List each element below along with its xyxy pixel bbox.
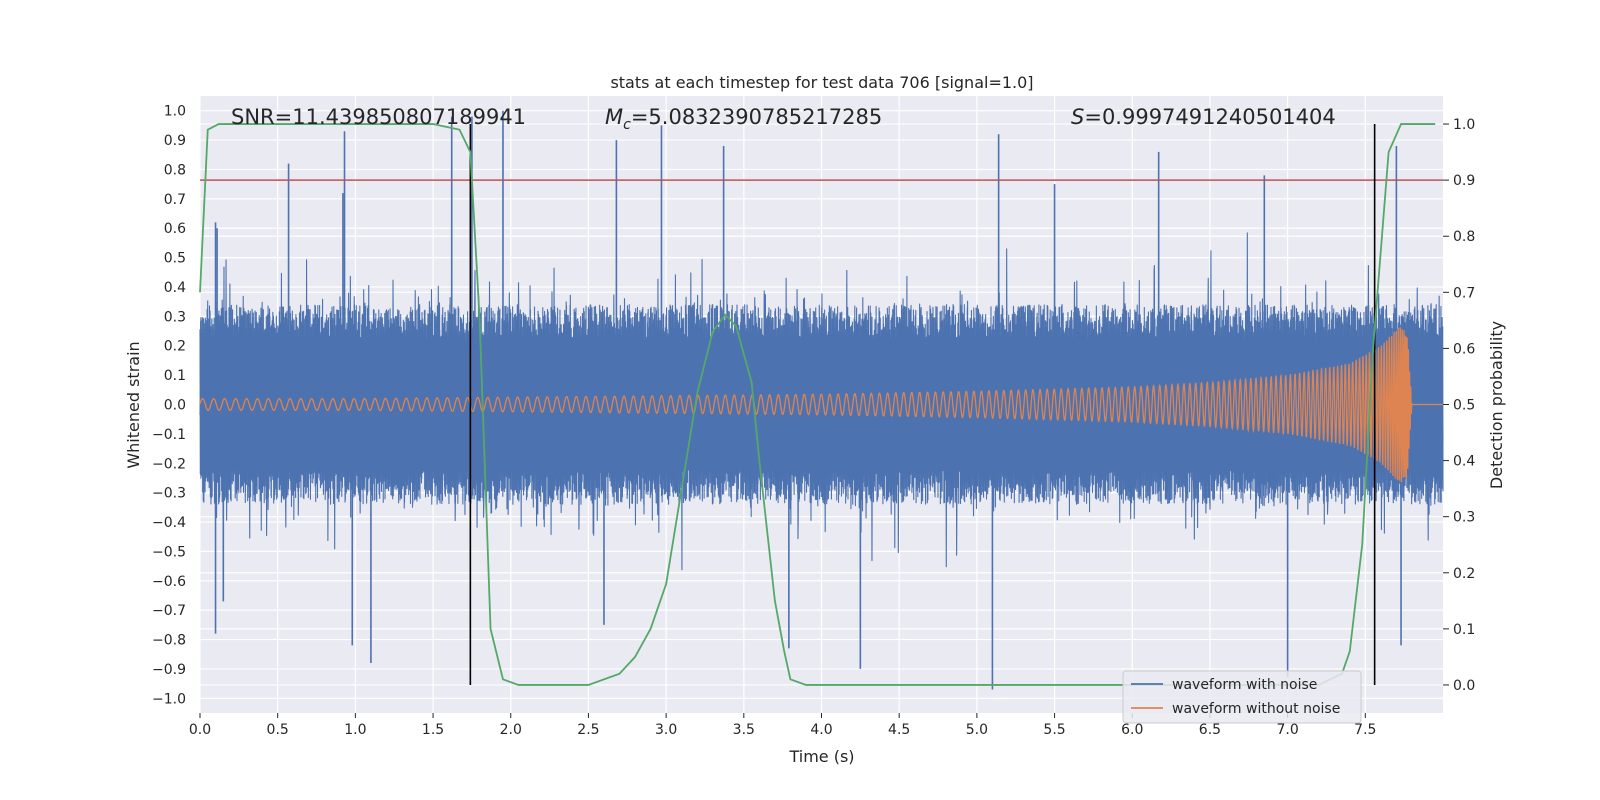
legend-box [1122, 670, 1362, 724]
y-tick-label-20: −1.0 [152, 691, 186, 707]
axis-layer: 0.0 0.5 1.0 1.5 2.0 2.5 3.0 3.5 4.0 4.5 5.0 5.5 6.0 6… [152, 104, 1475, 738]
y-tick-label-6: 0.4 [164, 280, 186, 296]
y2-axis-label: Detection probability [1487, 321, 1506, 489]
x-tick-label-4: 2.0 [500, 722, 522, 738]
x-axis-label: Time (s) [788, 747, 854, 766]
y-tick-label-17: −0.7 [152, 603, 186, 619]
clean-waveform-line [199, 327, 1443, 483]
y2-tick-label-0: 1.0 [1453, 117, 1475, 133]
x-tick-label-15: 7.5 [1354, 722, 1376, 738]
y-axis-label: Whitened strain [124, 341, 143, 468]
y2-tick-label-6: 0.4 [1453, 454, 1475, 470]
y-tick-label-0: 1.0 [164, 104, 186, 120]
y-tick-label-13: −0.3 [152, 486, 186, 502]
y-tick-label-18: −0.8 [152, 633, 186, 649]
y-tick-label-8: 0.2 [164, 339, 186, 355]
y-tick-label-12: −0.2 [152, 456, 186, 472]
x-tick-label-0: 0.0 [189, 722, 211, 738]
probability-line [199, 123, 1436, 686]
y2-tick-label-1: 0.9 [1453, 173, 1475, 189]
x-tick-label-7: 3.5 [733, 722, 755, 738]
y-tick-label-9: 0.1 [164, 368, 186, 384]
chirp-mass-symbol: M [605, 105, 623, 129]
chart-title: stats at each timestep for test data 706… [610, 73, 1033, 92]
legend-label-noise: waveform with noise [1172, 677, 1317, 693]
noise-waveform-line [199, 232, 1444, 571]
x-tick-label-6: 3.0 [655, 722, 677, 738]
x-tick-label-12: 6.0 [1121, 722, 1143, 738]
clean-waveform-layer [199, 327, 1443, 483]
legend: waveform with noise waveform without noi… [1122, 670, 1362, 724]
y-tick-label-2: 0.8 [164, 162, 186, 178]
y2-tick-label-4: 0.6 [1453, 341, 1475, 357]
x-tick-label-3: 1.5 [422, 722, 444, 738]
x-tick-label-5: 2.5 [577, 722, 599, 738]
x-tick-label-8: 4.0 [810, 722, 832, 738]
x-tick-label-14: 7.0 [1276, 722, 1298, 738]
y-tick-label-14: −0.4 [152, 515, 186, 531]
x-tick-label-2: 1.0 [344, 722, 366, 738]
x-tick-label-1: 0.5 [267, 722, 289, 738]
y-tick-label-4: 0.6 [164, 221, 186, 237]
chirp-mass-subscript: c [623, 117, 631, 133]
chirp-mass-value: =5.0832390785217285 [631, 105, 882, 129]
annotation-snr: SNR=11.439850807189941 [231, 105, 526, 129]
y2-tick-label-10: 0.0 [1453, 678, 1475, 694]
legend-label-clean: waveform without noise [1172, 701, 1340, 717]
y-tick-label-15: −0.5 [152, 544, 186, 560]
y2-tick-label-7: 0.3 [1453, 510, 1475, 526]
y-tick-label-19: −0.9 [152, 662, 186, 678]
y2-tick-label-8: 0.2 [1453, 566, 1475, 582]
annotation-s: S=0.9997491240501404 [1071, 105, 1336, 129]
s-value: =0.9997491240501404 [1084, 105, 1335, 129]
y-tick-label-16: −0.6 [152, 574, 186, 590]
y-tick-label-11: −0.1 [152, 427, 186, 443]
y2-tick-label-2: 0.8 [1453, 229, 1475, 245]
y-tick-label-7: 0.3 [164, 309, 186, 325]
y2-tick-label-3: 0.7 [1453, 285, 1475, 301]
y-tick-label-3: 0.7 [164, 192, 186, 208]
annotation-chirp-mass: Mc=5.0832390785217285 [605, 105, 882, 133]
y-tick-label-1: 0.9 [164, 133, 186, 149]
y2-tick-label-9: 0.1 [1453, 622, 1475, 638]
noise-waveform-layer [199, 110, 1444, 690]
x-tick-label-9: 4.5 [888, 722, 910, 738]
y2-tick-label-5: 0.5 [1453, 398, 1475, 414]
x-tick-label-10: 5.0 [966, 722, 988, 738]
x-tick-label-13: 6.5 [1199, 722, 1221, 738]
probability-layer [199, 123, 1436, 686]
s-symbol: S [1071, 105, 1084, 129]
vertical-marker-layer [469, 124, 1376, 685]
y-tick-label-10: 0.0 [164, 398, 186, 414]
y-tick-label-5: 0.5 [164, 251, 186, 267]
x-tick-label-11: 5.5 [1043, 722, 1065, 738]
